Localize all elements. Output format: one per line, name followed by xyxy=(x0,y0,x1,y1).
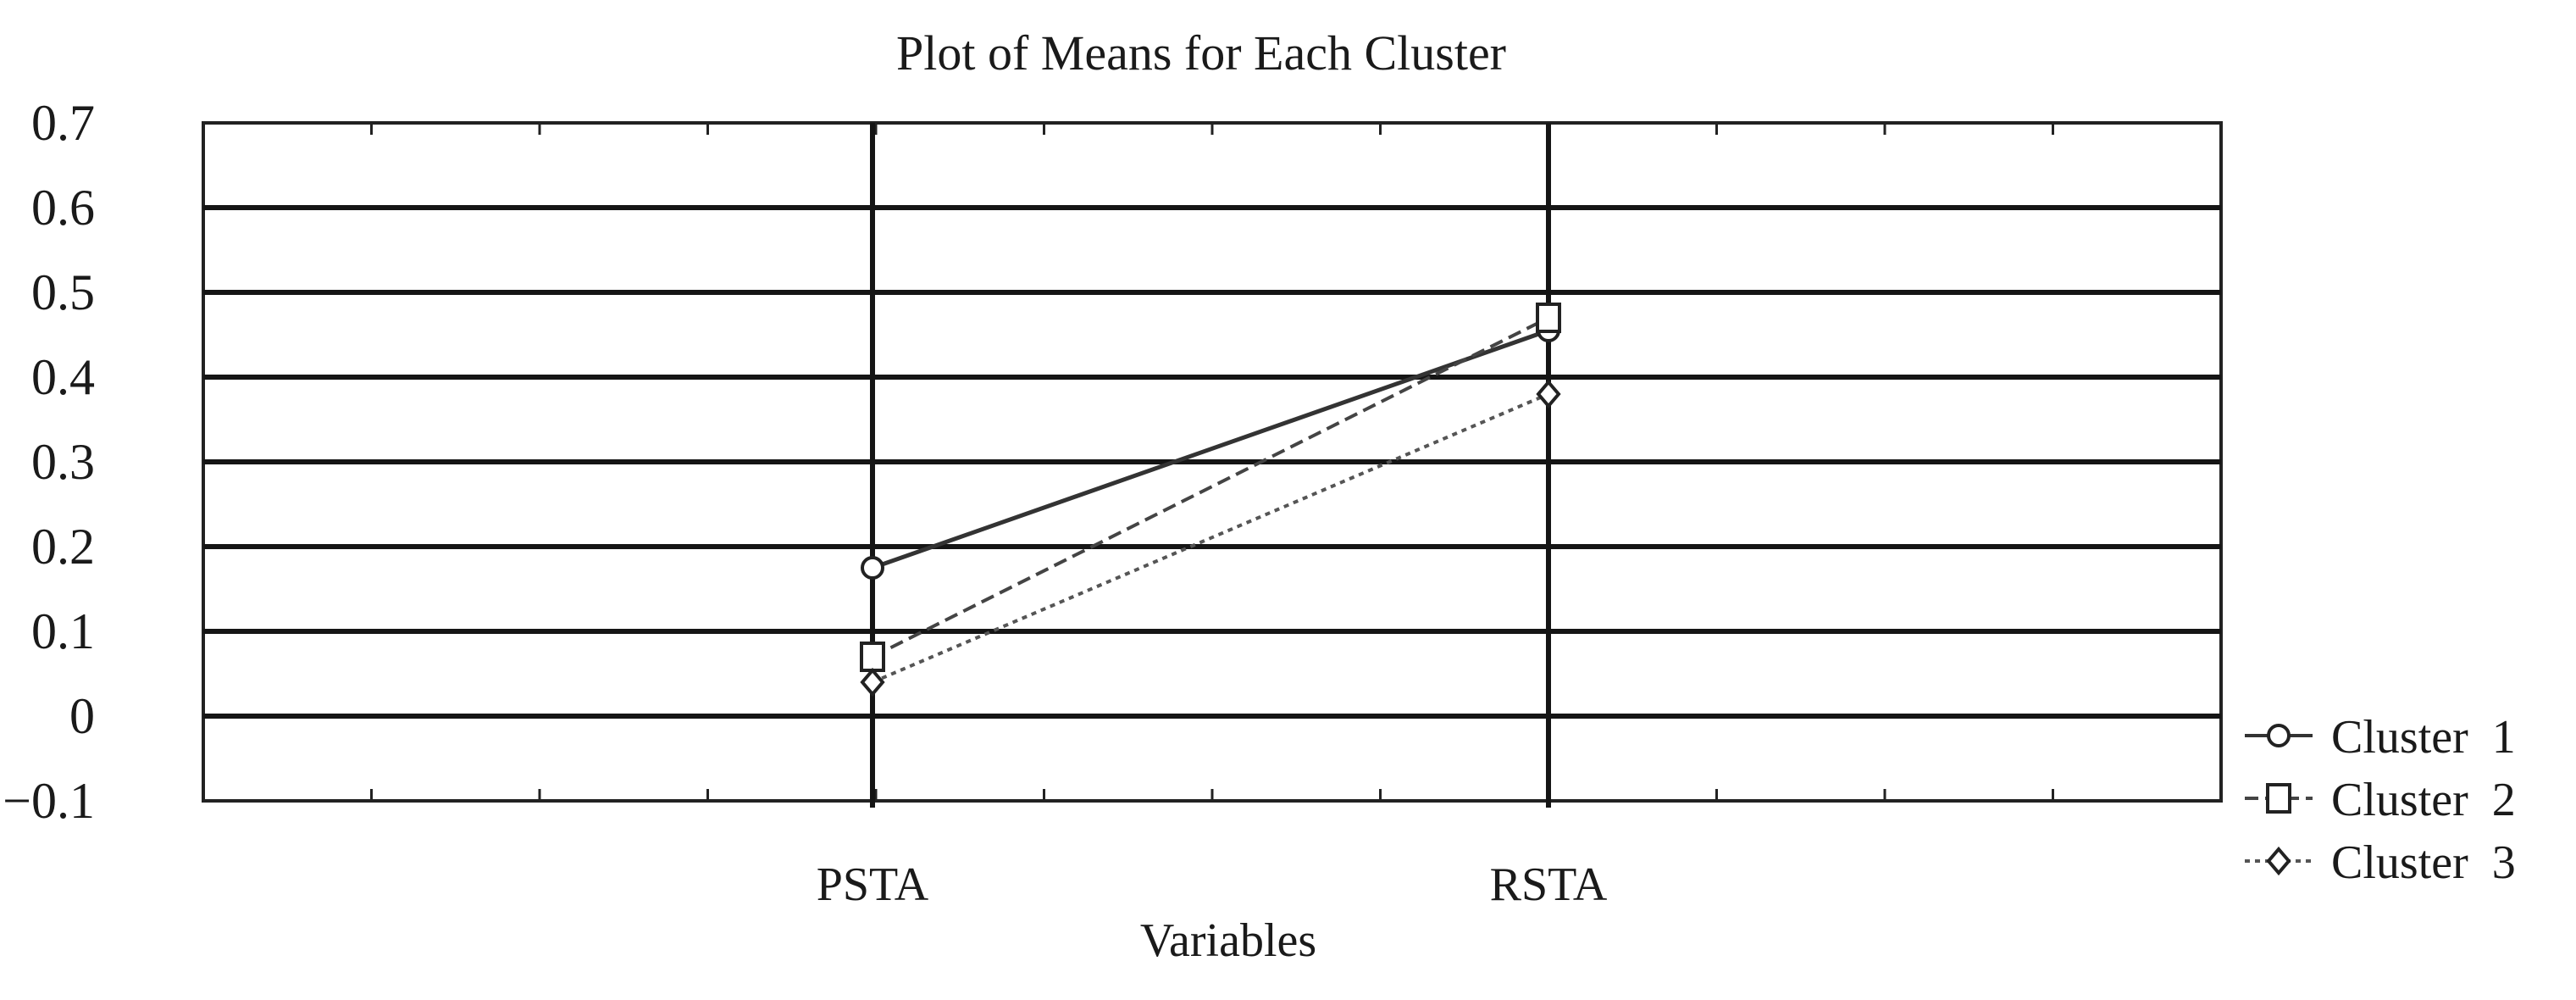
data-point xyxy=(861,556,884,580)
legend: Cluster 1 Cluster 2 Cluster 3 xyxy=(2245,711,2516,889)
data-point xyxy=(1536,303,1561,333)
legend-label: Cluster 3 xyxy=(2331,836,2516,889)
legend-marker xyxy=(2266,846,2291,876)
y-tick-label: 0.6 xyxy=(31,180,95,236)
y-tick-label: −0.1 xyxy=(3,773,95,829)
data-point xyxy=(860,667,885,697)
y-tick-label: 0.3 xyxy=(31,434,95,490)
legend-label: Cluster 2 xyxy=(2331,774,2516,826)
series-line xyxy=(872,392,1549,684)
data-point xyxy=(860,642,885,672)
legend-label: Cluster 1 xyxy=(2331,711,2516,764)
y-tick-label: 0.4 xyxy=(31,349,95,405)
y-tick-label: 0.5 xyxy=(31,264,95,320)
legend-marker xyxy=(2267,724,2291,747)
y-tick-label: 0.1 xyxy=(31,603,95,659)
series-line xyxy=(872,328,1549,570)
y-tick-label: 0 xyxy=(69,688,95,744)
y-tick-label: 0.7 xyxy=(31,95,95,151)
x-tick-label: RSTA xyxy=(1490,858,1608,911)
series-line xyxy=(872,316,1549,658)
y-tick-label: 0.2 xyxy=(31,519,95,575)
data-point xyxy=(1536,379,1561,409)
chart-title: Plot of Means for Each Cluster xyxy=(896,25,1506,81)
x-axis-label: Variables xyxy=(1140,914,1316,967)
plot-area: −0.1 0 0.1 0.2 0.3 0.4 0.5 0.6 0.7 PSTA RSTA xyxy=(3,95,2223,911)
legend-marker xyxy=(2266,783,2291,814)
x-tick-label: PSTA xyxy=(817,858,929,911)
